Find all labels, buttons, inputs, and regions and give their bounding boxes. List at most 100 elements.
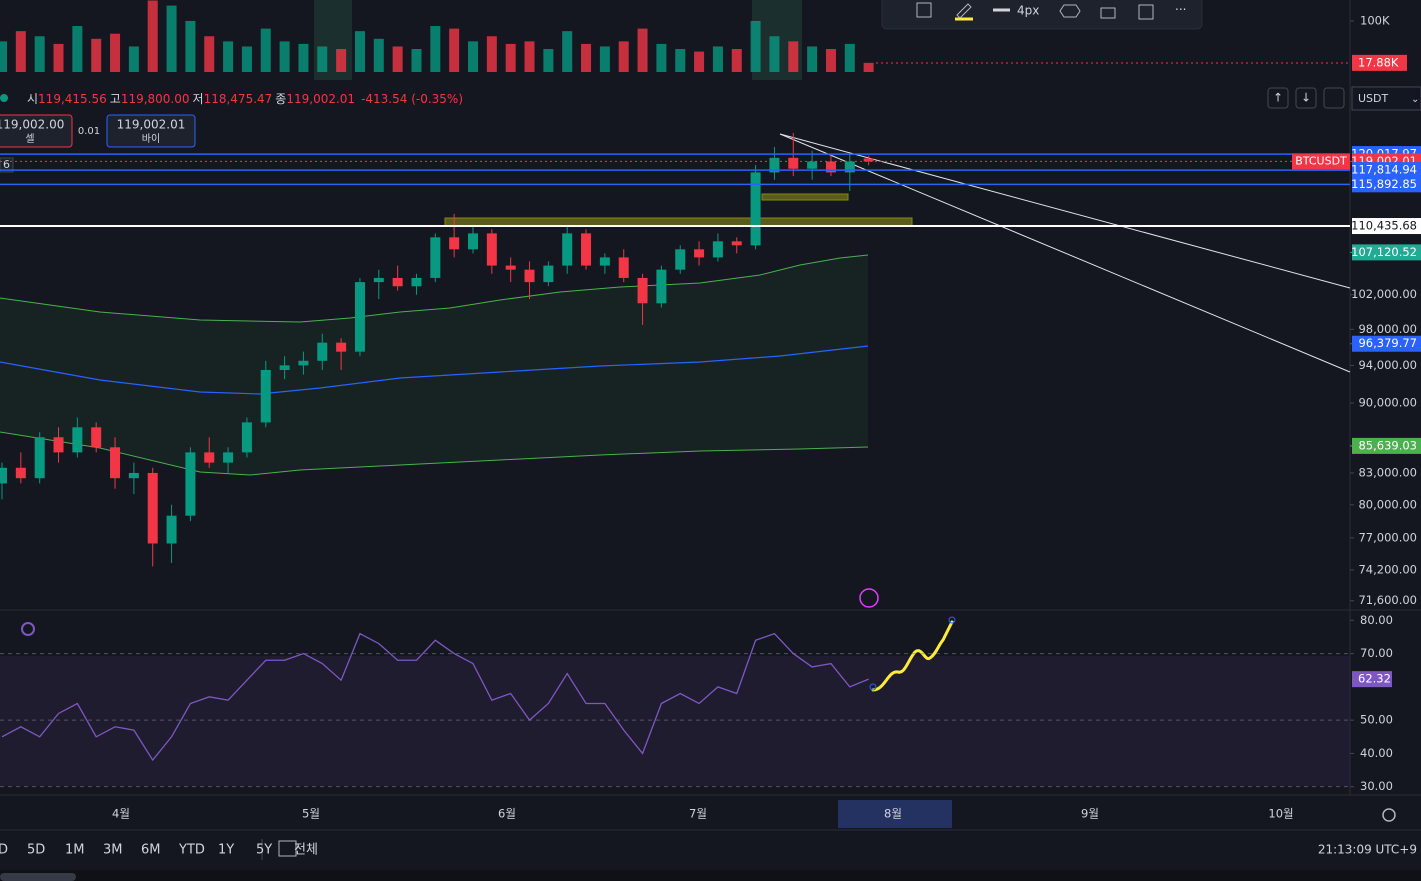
toolbar-icon[interactable]: [916, 2, 932, 18]
currency-select[interactable]: [1351, 86, 1421, 111]
scroll-up-icon[interactable]: ↑: [1273, 91, 1283, 105]
volume-bar: [863, 62, 874, 72]
toolbar-icon[interactable]: [1100, 7, 1116, 19]
volume-bar: [15, 31, 26, 73]
toolbar-icon[interactable]: [1138, 4, 1154, 20]
candle-body: [505, 265, 516, 270]
line-width[interactable]: 4px: [1017, 4, 1039, 18]
candle-body: [524, 269, 535, 283]
sell-price[interactable]: 119,002.00: [0, 118, 64, 132]
range-button[interactable]: YTD: [178, 843, 205, 858]
volume-bar: [185, 20, 196, 72]
toolbar-icon[interactable]: [1059, 4, 1081, 18]
volume-bar: [336, 49, 347, 72]
candle-body: [788, 157, 799, 169]
rsi-tick-label: 50.00: [1360, 713, 1393, 727]
price-tick-label: 74,200.00: [1358, 562, 1417, 576]
scroll-up[interactable]: [1267, 87, 1289, 109]
indicator-icon[interactable]: [21, 622, 35, 636]
toolbar-icon[interactable]: [956, 3, 972, 19]
symbol-name: BTCUSDT: [1295, 154, 1347, 167]
volume-bar: [449, 28, 460, 72]
candle-body: [147, 472, 158, 544]
volume-bar: [505, 43, 516, 72]
time-label: 9월: [1081, 807, 1099, 821]
range-button[interactable]: 5D: [27, 843, 45, 858]
candle-body: [336, 342, 347, 352]
reset-button[interactable]: [1323, 87, 1345, 109]
candle-body: [825, 161, 836, 173]
price-label-box: [1352, 437, 1421, 454]
range-button[interactable]: 1Y: [218, 843, 234, 858]
volume-bar: [34, 36, 45, 72]
settings-icon[interactable]: [1382, 808, 1396, 822]
time-highlight: [838, 800, 952, 828]
date-range-icon[interactable]: [278, 840, 297, 857]
candle-body: [863, 158, 874, 162]
candle-body: [430, 237, 441, 278]
sell-label[interactable]: 셀: [25, 133, 34, 145]
scrollbar[interactable]: [0, 873, 76, 881]
range-button[interactable]: 전체: [294, 843, 318, 858]
spread: 0.01: [78, 126, 100, 137]
time-label: 5월: [302, 807, 320, 821]
clock: 21:13:09 UTC+9: [1318, 843, 1417, 857]
volume-bar: [788, 41, 799, 72]
range-button[interactable]: 3M: [103, 843, 123, 858]
scroll-down[interactable]: [1295, 87, 1317, 109]
candle-body: [844, 161, 855, 173]
trend-line: [779, 133, 1351, 289]
volume-bar: [0, 41, 7, 72]
volume-bar: [581, 43, 592, 72]
currency[interactable]: USDT: [1358, 92, 1389, 105]
range-button[interactable]: 1M: [65, 843, 85, 858]
range-button[interactable]: 5Y: [256, 843, 272, 858]
volume-bar: [260, 28, 271, 72]
time-label: 4월: [112, 807, 130, 821]
volume-bar: [166, 5, 177, 73]
upper-band: [0, 254, 869, 323]
volume-bar: [430, 26, 441, 72]
volume-bar: [411, 49, 422, 72]
candle-body: [618, 257, 629, 278]
candle-body: [543, 265, 554, 283]
volume-bar: [373, 38, 384, 72]
candle-body: [373, 277, 384, 283]
price-tick-label: 90,000.00: [1358, 395, 1417, 409]
candle-body: [675, 249, 686, 270]
band-fill: [0, 255, 868, 475]
range-button[interactable]: D: [0, 843, 8, 858]
time-label: 10월: [1268, 807, 1293, 821]
candle-body: [656, 269, 667, 304]
candle-body: [468, 233, 478, 250]
time-label: 7월: [689, 807, 707, 821]
buy-label[interactable]: 바이: [142, 133, 160, 145]
event-icon[interactable]: [859, 588, 879, 608]
drawing-handle[interactable]: [869, 683, 877, 691]
volume-bar: [599, 46, 610, 72]
price-label-box: [1352, 218, 1421, 235]
volume-bar: [110, 33, 121, 72]
candle-body: [392, 277, 403, 287]
dropdown-arrow[interactable]: ⌄: [1411, 94, 1419, 105]
lower-band: [0, 431, 869, 476]
buy-button[interactable]: [106, 114, 196, 148]
price-tick-label: 83,000.00: [1358, 465, 1417, 479]
candle-body: [204, 452, 215, 463]
volume-bar: [53, 43, 64, 72]
volume-bar: [543, 49, 554, 72]
sell-button[interactable]: [0, 114, 73, 148]
volume-bar: [91, 38, 102, 72]
time-label: 6월: [498, 807, 516, 821]
toolbar-more[interactable]: ···: [1175, 3, 1186, 17]
range-button[interactable]: 6M: [141, 843, 161, 858]
candle-body: [34, 437, 45, 479]
buy-price[interactable]: 119,002.01: [117, 118, 186, 132]
drawing: [871, 620, 954, 692]
left-tag: [0, 157, 14, 173]
price-label: 115,892.85: [1351, 177, 1417, 191]
scroll-down-icon[interactable]: ↓: [1301, 91, 1311, 105]
candle-body: [581, 233, 592, 266]
drawing-handle[interactable]: [948, 616, 956, 624]
scroll-strip: [0, 870, 1421, 881]
